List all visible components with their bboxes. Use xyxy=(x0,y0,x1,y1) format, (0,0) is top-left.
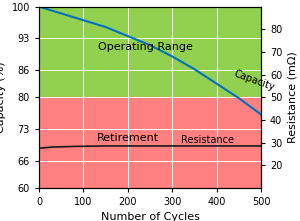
Y-axis label: Capacity (%): Capacity (%) xyxy=(0,61,6,133)
Y-axis label: Resistance (mΩ): Resistance (mΩ) xyxy=(288,51,298,143)
Text: Retirement: Retirement xyxy=(97,133,159,143)
Bar xyxy=(39,97,261,188)
X-axis label: Number of Cycles: Number of Cycles xyxy=(100,212,200,221)
Text: Capacity: Capacity xyxy=(232,69,276,92)
Text: Operating Range: Operating Range xyxy=(98,42,193,52)
Text: Resistance: Resistance xyxy=(181,135,234,145)
Bar xyxy=(39,7,261,97)
